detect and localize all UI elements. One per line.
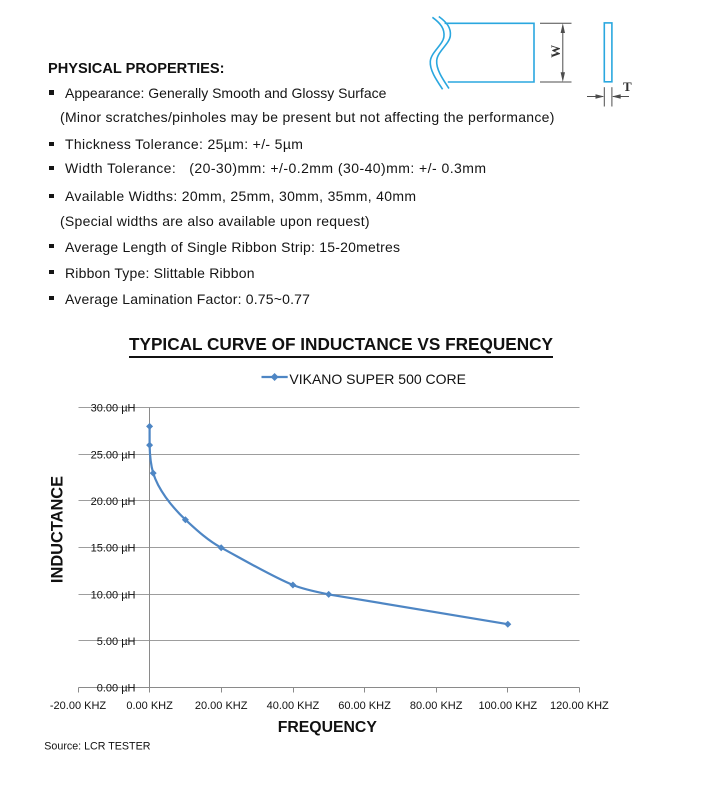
svg-text:10.00 µH: 10.00 µH bbox=[91, 589, 136, 601]
svg-text:120.00 KHZ: 120.00 KHZ bbox=[550, 700, 609, 712]
svg-text:20.00 KHZ: 20.00 KHZ bbox=[195, 700, 248, 712]
svg-text:100.00 KHZ: 100.00 KHZ bbox=[478, 700, 537, 712]
svg-text:FREQUENCY: FREQUENCY bbox=[278, 719, 378, 736]
svg-text:25.00 µH: 25.00 µH bbox=[91, 449, 136, 461]
svg-text:W: W bbox=[548, 45, 563, 58]
svg-text:80.00 KHZ: 80.00 KHZ bbox=[410, 700, 463, 712]
svg-text:T: T bbox=[623, 79, 632, 94]
svg-text:0.00 KHZ: 0.00 KHZ bbox=[126, 700, 173, 712]
svg-text:Source: LCR TESTER: Source: LCR TESTER bbox=[44, 741, 150, 753]
svg-text:40.00 KHZ: 40.00 KHZ bbox=[267, 700, 320, 712]
svg-text:30.00 µH: 30.00 µH bbox=[91, 403, 136, 415]
svg-text:-20.00 KHZ: -20.00 KHZ bbox=[50, 700, 107, 712]
svg-text:INDUCTANCE: INDUCTANCE bbox=[49, 476, 67, 583]
svg-text:0.00 µH: 0.00 µH bbox=[97, 683, 136, 695]
svg-text:5.00 µH: 5.00 µH bbox=[97, 636, 136, 648]
svg-text:20.00 µH: 20.00 µH bbox=[91, 496, 136, 508]
svg-text:60.00 KHZ: 60.00 KHZ bbox=[338, 700, 391, 712]
svg-text:15.00 µH: 15.00 µH bbox=[91, 543, 136, 555]
